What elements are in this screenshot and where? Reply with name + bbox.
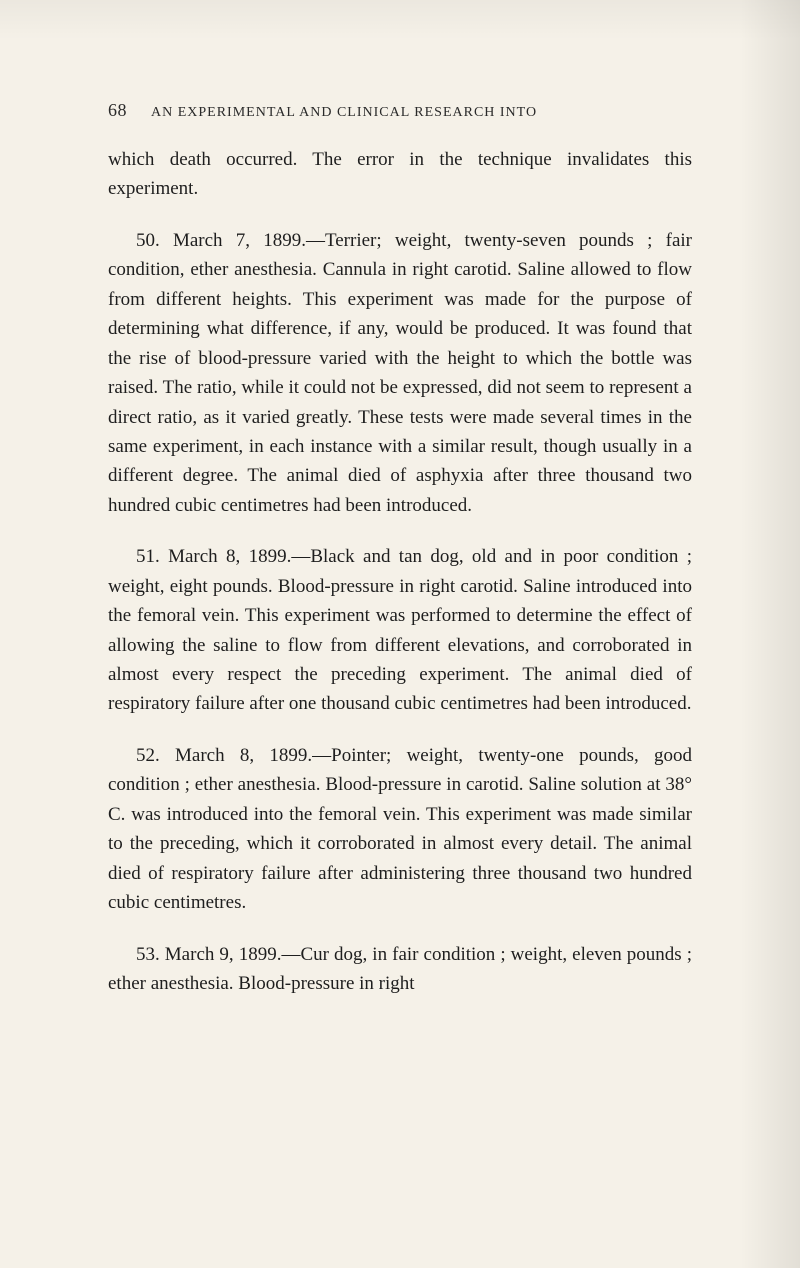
page-content: 68 AN EXPERIMENTAL AND CLINICAL RESEARCH… [108, 100, 692, 1020]
page-shadow-top [0, 0, 800, 40]
page-shadow-right [740, 0, 800, 1268]
entry-50: 50. March 7, 1899.—Terrier; weight, twen… [108, 226, 692, 520]
entry-51: 51. March 8, 1899.—Black and tan dog, ol… [108, 542, 692, 719]
continuation-paragraph: which death occurred. The error in the t… [108, 145, 692, 204]
entry-52: 52. March 8, 1899.—Pointer; weight, twen… [108, 741, 692, 918]
page-number: 68 [108, 100, 127, 121]
running-head: 68 AN EXPERIMENTAL AND CLINICAL RESEARCH… [108, 100, 692, 121]
entry-53: 53. March 9, 1899.—Cur dog, in fair cond… [108, 940, 692, 999]
running-head-text: AN EXPERIMENTAL AND CLINICAL RESEARCH IN… [151, 105, 537, 121]
